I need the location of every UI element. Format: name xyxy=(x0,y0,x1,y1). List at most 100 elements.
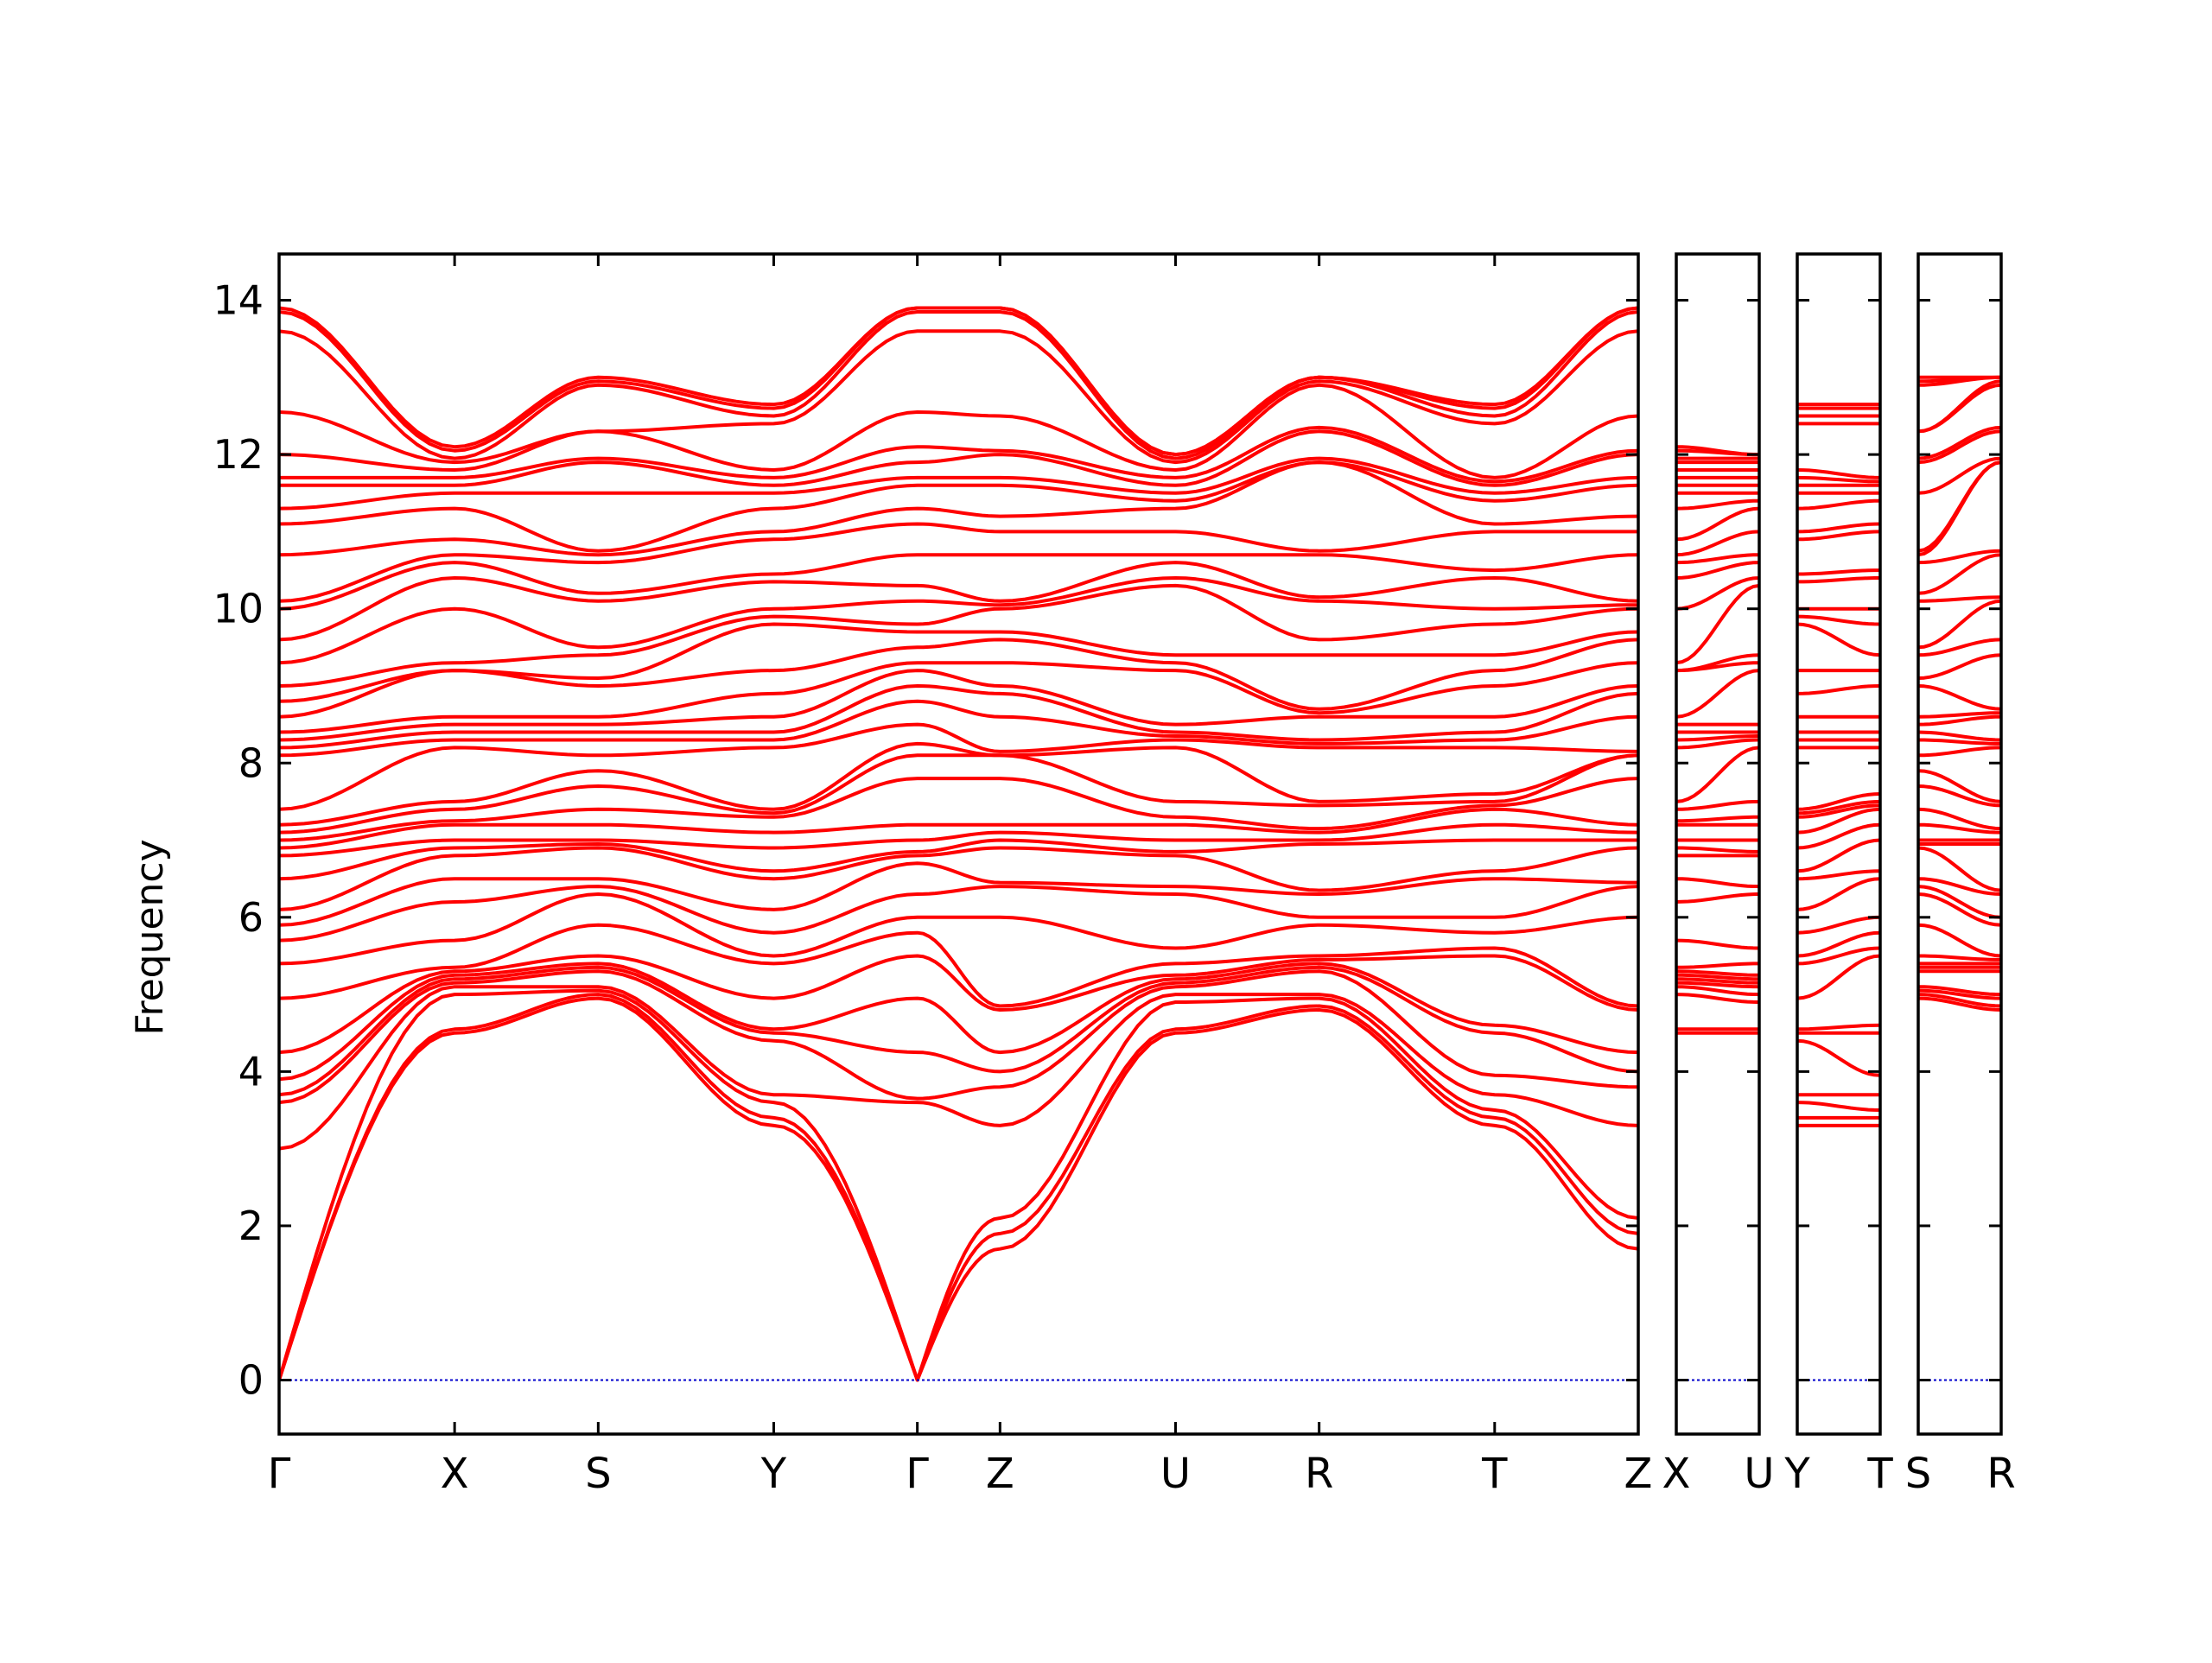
band-line xyxy=(279,885,1638,943)
band-line xyxy=(279,741,1638,827)
panel-frames-layer xyxy=(277,252,2003,1436)
band-line xyxy=(279,923,1638,1008)
band-line xyxy=(1797,1038,1880,1077)
y-tick-label: 10 xyxy=(213,586,264,632)
band-line xyxy=(279,846,1638,911)
band-line xyxy=(1918,599,2001,650)
panel-frame xyxy=(277,252,1640,1436)
band-line xyxy=(279,684,1638,750)
band-line xyxy=(279,807,1638,850)
band-line xyxy=(1918,769,2001,803)
band-line xyxy=(279,777,1638,842)
band-line xyxy=(1797,822,1880,850)
band-line xyxy=(1676,962,1759,969)
panel-frame xyxy=(1796,252,1882,1436)
band-line xyxy=(279,985,1638,1151)
band-line xyxy=(279,962,1638,1082)
x-tick-label: T xyxy=(1481,1450,1508,1498)
band-line xyxy=(1797,877,1880,911)
band-line xyxy=(1918,714,2001,727)
band-line xyxy=(1676,445,1759,457)
band-line xyxy=(1676,746,1759,803)
band-line xyxy=(1918,892,2001,927)
panel-frame xyxy=(1675,252,1761,1436)
band-line xyxy=(1918,822,2001,835)
band-line xyxy=(279,329,1638,465)
band-line xyxy=(1918,746,2001,758)
band-line xyxy=(279,522,1638,603)
y-tick-label: 2 xyxy=(238,1203,264,1249)
band-line xyxy=(1918,807,2001,831)
band-line xyxy=(1797,946,1880,966)
band-line xyxy=(1797,622,1880,657)
band-line xyxy=(1918,595,2001,603)
band-line xyxy=(279,429,1638,487)
band-line xyxy=(1676,877,1759,889)
x-tick-label: U xyxy=(1744,1450,1774,1498)
y-tick-label: 12 xyxy=(213,431,264,478)
band-line xyxy=(1918,549,2001,565)
x-tick-label: Z xyxy=(986,1450,1014,1498)
band-line xyxy=(279,988,1638,1382)
band-line xyxy=(1918,460,2001,553)
band-line xyxy=(1918,993,2001,1008)
band-line xyxy=(279,993,1638,1382)
band-line xyxy=(279,822,1638,858)
band-line xyxy=(279,383,1638,479)
band-line xyxy=(1676,815,1759,823)
band-line xyxy=(1676,977,1759,985)
band-line xyxy=(1797,792,1880,811)
band-line xyxy=(1797,1101,1880,1112)
band-line xyxy=(1797,475,1880,484)
band-line xyxy=(1918,996,2001,1012)
panel-2-bands xyxy=(1676,445,1759,1035)
band-line xyxy=(279,699,1638,758)
panel-4-bands xyxy=(1918,375,2001,1012)
band-line xyxy=(1797,803,1880,819)
x-tick-label: Y xyxy=(1783,1450,1810,1498)
band-line xyxy=(279,861,1638,927)
band-line xyxy=(1918,425,2001,460)
band-line xyxy=(279,969,1638,1105)
band-line xyxy=(279,310,1638,460)
band-line xyxy=(1676,561,1759,580)
band-line xyxy=(279,622,1638,703)
band-line xyxy=(1797,1023,1880,1031)
band-line xyxy=(1676,498,1759,511)
band-line xyxy=(279,753,1638,835)
band-line xyxy=(1918,885,2001,919)
band-line xyxy=(1676,553,1759,565)
x-tick-label: S xyxy=(585,1450,611,1498)
band-line xyxy=(279,892,1638,966)
band-line xyxy=(1676,969,1759,977)
band-line xyxy=(1676,530,1759,557)
band-line xyxy=(1797,799,1880,816)
band-line xyxy=(1797,576,1880,584)
band-line xyxy=(1918,638,2001,657)
band-line xyxy=(1918,738,2001,746)
x-tick-label: Z xyxy=(1624,1450,1653,1498)
band-line xyxy=(1797,614,1880,626)
band-line xyxy=(279,561,1638,642)
band-line xyxy=(1918,846,2001,892)
band-line xyxy=(1918,553,2001,595)
band-line xyxy=(1797,684,1880,695)
band-line xyxy=(1918,954,2001,962)
band-line xyxy=(1676,799,1759,811)
band-line xyxy=(1918,730,2001,742)
band-line xyxy=(1676,734,1759,742)
band-line xyxy=(1797,522,1880,534)
band-line xyxy=(1918,429,2001,465)
band-line xyxy=(279,306,1638,457)
band-line xyxy=(279,553,1638,611)
band-line xyxy=(279,638,1638,719)
x-tick-label: Γ xyxy=(906,1450,929,1498)
band-line xyxy=(279,460,1638,553)
band-line xyxy=(1676,738,1759,750)
y-tick-label: 8 xyxy=(238,739,264,786)
panel-frame xyxy=(1916,252,2003,1436)
band-line xyxy=(1676,985,1759,997)
band-line xyxy=(1676,973,1759,981)
